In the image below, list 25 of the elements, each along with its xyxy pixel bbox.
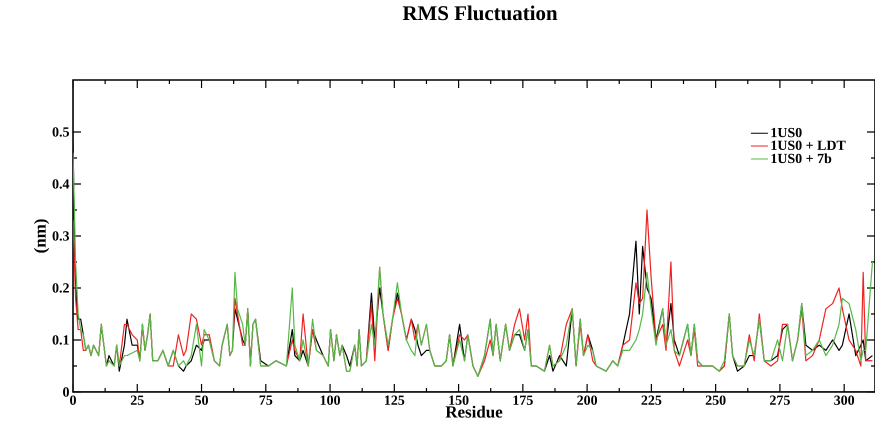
y-tick-label: 0 — [63, 387, 69, 397]
y-axis-title: (nm) — [34, 219, 50, 253]
x-axis-title: Residue — [446, 406, 502, 418]
x-tick-label: 100 — [320, 396, 340, 405]
x-tick-label: 150 — [449, 396, 469, 405]
x-tick-label: 275 — [770, 396, 790, 405]
x-tick-label: 25 — [130, 396, 144, 405]
x-tick-label: 175 — [514, 395, 533, 405]
legend-label: 1US0 + 7b — [772, 153, 832, 164]
x-tick-label: 50 — [195, 396, 208, 405]
y-tick-label: 0.5 — [52, 127, 69, 137]
x-tick-label: 75 — [260, 395, 272, 405]
x-tick-label: 250 — [706, 396, 726, 405]
legend-label: 1US0 — [772, 128, 802, 138]
y-tick-label: 0.1 — [52, 335, 69, 345]
y-tick-label: 0.3 — [52, 231, 70, 241]
y-tick-label: 0.2 — [52, 283, 69, 293]
x-tick-label: 225 — [641, 396, 662, 405]
legend-label: 1US0 + LDT — [772, 140, 846, 150]
x-tick-label: 200 — [577, 396, 598, 405]
x-tick-label: 125 — [384, 396, 404, 405]
chart-title: RMS Fluctuation — [402, 6, 558, 20]
x-tick-label: 300 — [834, 396, 854, 405]
x-tick-label: 0 — [70, 396, 76, 405]
y-tick-label: 0.4 — [52, 179, 70, 189]
